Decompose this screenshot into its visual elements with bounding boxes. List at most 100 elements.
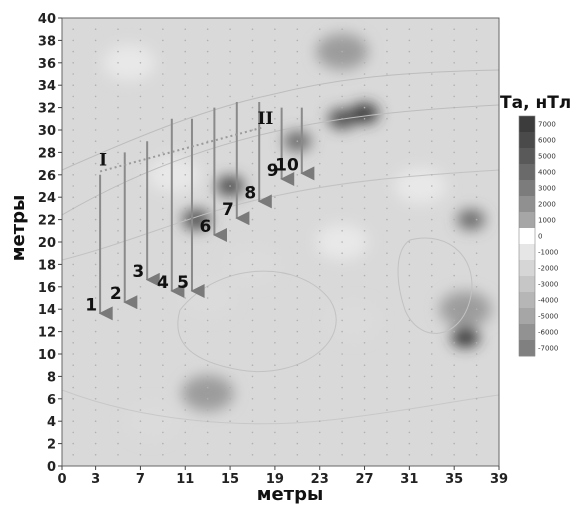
grid-dot: [184, 409, 187, 411]
grid-dot: [229, 297, 231, 299]
grid-dot: [408, 185, 411, 187]
grid-dot: [72, 151, 75, 154]
grid-dot: [296, 431, 299, 434]
grid-dot: [274, 241, 276, 243]
profile-label: 9: [267, 161, 279, 181]
grid-dot: [251, 241, 254, 243]
grid-dot: [296, 398, 299, 400]
colorbar-tick-label: -4000: [538, 297, 558, 305]
grid-dot: [296, 409, 299, 411]
grid-dot: [363, 398, 366, 400]
grid-dot: [139, 207, 142, 210]
grid-dot: [206, 174, 209, 176]
grid-dot: [206, 274, 209, 277]
grid-dot: [94, 375, 97, 378]
grid-dot: [206, 319, 209, 322]
grid-dot: [296, 286, 299, 288]
grid-dot: [274, 286, 276, 288]
y-tick-label: 2: [47, 438, 56, 453]
grid-dot: [206, 196, 209, 198]
grid-dot: [408, 151, 411, 154]
colorbar-cell: [519, 212, 535, 229]
grid-dot: [117, 297, 119, 299]
grid-dot: [363, 129, 366, 131]
y-axis-title: метры: [8, 195, 29, 262]
grid-dot: [274, 140, 276, 142]
grid-dot: [408, 375, 411, 378]
colorbar-tick-label: 7000: [538, 121, 556, 129]
grid-dot: [296, 62, 299, 64]
grid-dot: [206, 39, 209, 42]
line-label-I: I: [99, 150, 107, 170]
colorbar-cell: [519, 324, 535, 341]
grid-dot: [117, 274, 119, 277]
grid-dot: [72, 297, 75, 299]
grid-dot: [341, 106, 343, 109]
grid-dot: [318, 39, 321, 42]
grid-dot: [251, 330, 254, 333]
x-tick-label: 35: [445, 472, 463, 487]
anomaly-17: [103, 44, 156, 81]
grid-dot: [363, 297, 366, 299]
grid-dot: [430, 364, 433, 367]
grid-dot: [475, 140, 478, 142]
grid-dot: [318, 106, 321, 109]
grid-dot: [408, 241, 411, 243]
grid-dot: [94, 106, 97, 109]
grid-dot: [430, 174, 433, 176]
colorbar-cell: [519, 116, 535, 133]
profile-label: 3: [132, 262, 144, 282]
grid-dot: [94, 252, 97, 254]
grid-dot: [296, 375, 299, 378]
grid-dot: [229, 196, 231, 198]
grid-dot: [386, 196, 388, 198]
grid-dot: [318, 230, 321, 232]
grid-dot: [162, 241, 164, 243]
grid-dot: [206, 342, 209, 344]
anomaly-14: [394, 168, 447, 204]
grid-dot: [296, 118, 299, 120]
grid-dot: [296, 39, 299, 42]
grid-dot: [139, 330, 142, 333]
grid-dot: [341, 386, 343, 389]
colorbar-tick-label: -6000: [538, 329, 558, 337]
plot-area: [61, 17, 500, 467]
grid-dot: [72, 62, 75, 64]
grid-dot: [251, 73, 254, 75]
grid-dot: [251, 342, 254, 344]
grid-dot: [139, 364, 142, 367]
grid-dot: [430, 375, 433, 378]
grid-dot: [408, 364, 411, 367]
grid-dot: [184, 73, 187, 75]
grid-dot: [318, 162, 321, 165]
grid-dot: [117, 319, 119, 322]
grid-dot: [162, 218, 164, 221]
x-tick-label: 3: [91, 472, 100, 487]
contour-line: [177, 270, 337, 372]
y-tick-label: 32: [38, 102, 56, 117]
grid-dot: [318, 95, 321, 98]
grid-dot: [386, 330, 388, 333]
grid-dot: [72, 353, 75, 355]
y-tick-label: 30: [38, 124, 56, 139]
grid-dot: [139, 39, 142, 42]
grid-dot: [408, 398, 411, 400]
grid-dot: [94, 308, 97, 311]
grid-dot: [229, 106, 231, 109]
grid-dot: [72, 129, 75, 131]
grid-dot: [229, 118, 231, 120]
grid-dot: [363, 174, 366, 176]
grid-dot: [475, 62, 478, 64]
grid-dot: [318, 308, 321, 311]
grid-dot: [117, 353, 119, 355]
grid-dot: [453, 330, 455, 333]
x-tick-label: 11: [176, 472, 194, 487]
grid-dot: [206, 162, 209, 165]
grid-dot: [318, 297, 321, 299]
grid-dot: [475, 162, 478, 165]
grid-dot: [229, 386, 231, 389]
grid-dot: [184, 274, 187, 277]
x-tick-label: 27: [355, 472, 373, 487]
grid-dot: [318, 342, 321, 344]
grid-dot: [206, 218, 209, 221]
